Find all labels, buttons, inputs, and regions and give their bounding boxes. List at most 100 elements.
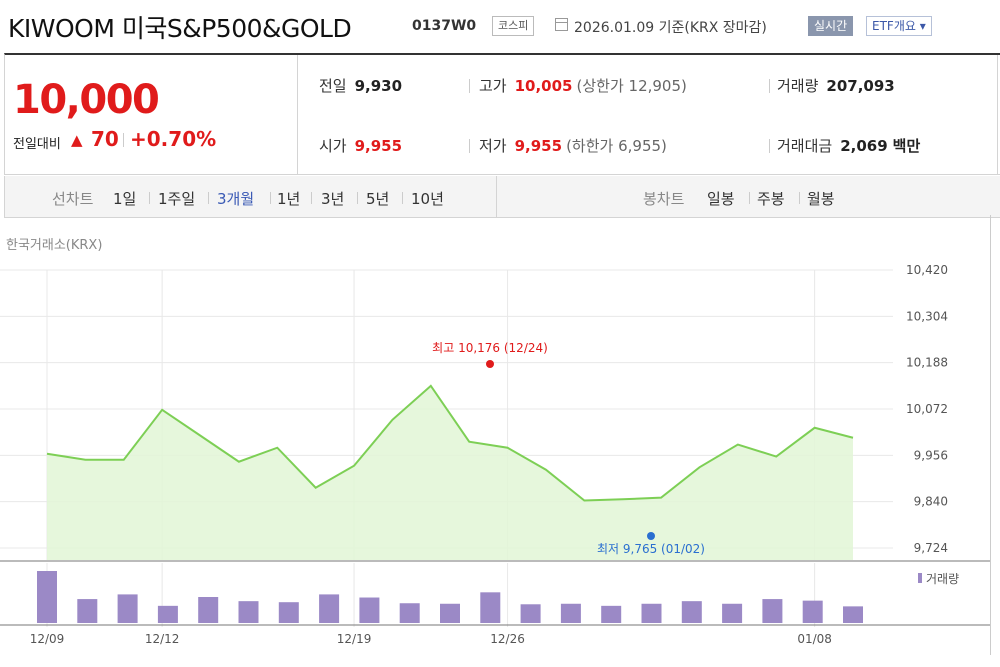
period-1w[interactable]: 1주일 [158, 190, 196, 208]
volume-bar [77, 599, 98, 623]
candle-daily[interactable]: 일봉 [707, 190, 735, 208]
divider [469, 139, 470, 153]
min-annotation-label: 최저 9,765 (01/02) [597, 542, 705, 556]
divider [749, 192, 750, 204]
volume-bar [520, 604, 541, 623]
stat-label: 거래대금 [777, 137, 833, 155]
divider [496, 176, 497, 218]
volume-bar [359, 597, 380, 623]
y-tick-label: 10,072 [906, 402, 948, 416]
volume-bar [198, 597, 219, 623]
volume-bar [641, 603, 662, 623]
divider [208, 192, 209, 204]
period-3y[interactable]: 3년 [321, 190, 345, 208]
volume-bar [480, 592, 501, 623]
stat-prev-close: 전일 9,930 [319, 75, 402, 96]
divider [402, 192, 403, 204]
date-text: 2026.01.09 기준(KRX 장마감) [574, 20, 767, 36]
divider [799, 192, 800, 204]
period-bar: 선차트 1일 1주일 3개월 1년 3년 5년 10년 봉차트 일봉 주봉 월봉 [4, 176, 1000, 218]
divider [469, 79, 470, 93]
divider [149, 192, 150, 204]
y-tick-label: 10,304 [906, 309, 948, 323]
stock-code: 0137W0 [412, 18, 477, 34]
x-tick-label: 12/09 [30, 632, 65, 646]
volume-bar [117, 594, 138, 623]
candle-weekly[interactable]: 주봉 [757, 190, 785, 208]
divider [769, 139, 770, 153]
y-tick-label: 9,724 [914, 541, 948, 555]
volume-bar [319, 594, 340, 623]
stat-label: 고가 [479, 77, 507, 95]
stat-low: 저가 9,955 (하한가 6,955) [479, 135, 667, 156]
change-label: 전일대비 [13, 137, 61, 152]
stat-open: 시가 9,955 [319, 135, 402, 156]
stat-value: 207,093 [826, 77, 895, 95]
line-chart-label: 선차트 [52, 190, 94, 208]
volume-bar [440, 603, 460, 623]
max-marker [486, 360, 494, 368]
volume-legend-swatch [918, 573, 922, 583]
volume-bar [157, 605, 178, 623]
period-3m[interactable]: 3개월 [217, 190, 255, 208]
volume-bar [681, 601, 702, 623]
stat-value: 2,069 [840, 137, 888, 155]
divider [769, 79, 770, 93]
x-tick-label: 12/26 [490, 632, 525, 646]
stat-value: 10,005 [514, 77, 573, 95]
current-price: 10,000 [13, 77, 160, 123]
stat-value: 9,955 [514, 137, 563, 155]
price-area [47, 385, 853, 560]
period-1d[interactable]: 1일 [113, 190, 137, 208]
volume-legend-label: 거래량 [926, 572, 959, 586]
period-10y[interactable]: 10년 [411, 190, 444, 208]
volume-bar [399, 603, 420, 623]
volume-bar [560, 603, 581, 623]
stat-value: 9,930 [354, 77, 403, 95]
volume-bar [278, 602, 299, 623]
divider [297, 55, 298, 175]
period-5y[interactable]: 5년 [366, 190, 390, 208]
volume-bar [238, 601, 259, 623]
price-line [46, 384, 854, 502]
stat-sub: (하한가 6,955) [566, 137, 667, 155]
etf-overview-dropdown[interactable]: ETF개요 ▾ [866, 16, 932, 36]
volume-bar [37, 571, 57, 623]
stat-unit: 백만 [892, 137, 921, 155]
stat-label: 거래량 [777, 77, 819, 95]
volume-bar [762, 599, 783, 623]
candle-monthly[interactable]: 월봉 [807, 190, 835, 208]
page-header: KIWOOM 미국S&P500&GOLD 0137W0 코스피 2026.01.… [0, 0, 1000, 50]
stat-label: 전일 [319, 77, 347, 95]
min-marker [647, 532, 655, 540]
y-tick-label: 9,840 [914, 495, 948, 509]
price-summary: 10,000 전일대비 ▲ 70 +0.70% 전일 9,930 고가 10,005… [4, 53, 1000, 175]
calendar-icon [555, 18, 568, 31]
divider [270, 192, 271, 204]
stat-value: 9,955 [354, 137, 403, 155]
divider [123, 133, 124, 147]
stat-label: 시가 [319, 137, 347, 155]
divider [311, 192, 312, 204]
period-1y[interactable]: 1년 [277, 190, 301, 208]
realtime-button[interactable]: 실시간 [808, 16, 854, 36]
volume-bar [843, 606, 863, 623]
divider [357, 192, 358, 204]
divider [997, 55, 998, 175]
up-triangle-icon: ▲ [71, 131, 83, 149]
stat-high: 고가 10,005 (상한가 12,905) [479, 75, 687, 96]
stat-label: 저가 [479, 137, 507, 155]
volume-bar [601, 605, 622, 623]
change-value: 70 [91, 127, 119, 151]
volume-bar [802, 600, 823, 623]
market-badge: 코스피 [492, 16, 535, 36]
stock-title: KIWOOM 미국S&P500&GOLD [8, 14, 352, 43]
max-annotation-label: 최고 10,176 (12/24) [432, 341, 548, 355]
stat-amount: 거래대금 2,069 백만 [777, 135, 920, 156]
candle-chart-label: 봉차트 [643, 190, 685, 208]
divider [990, 215, 991, 655]
volume-bar [722, 603, 743, 623]
change-percent: +0.70% [130, 127, 217, 151]
x-tick-label: 12/19 [337, 632, 372, 646]
